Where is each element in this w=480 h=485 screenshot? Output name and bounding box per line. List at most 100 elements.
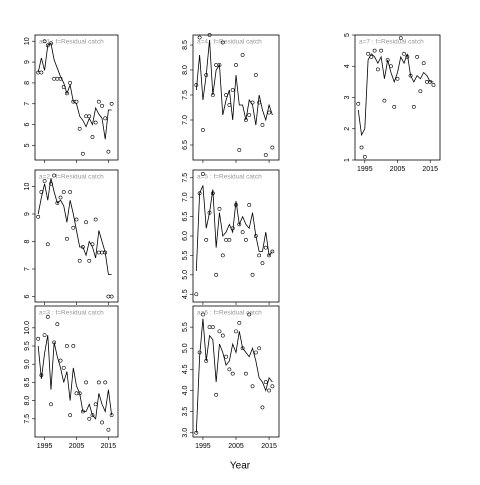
data-point xyxy=(237,148,242,152)
data-point xyxy=(39,190,44,194)
data-point xyxy=(68,190,73,194)
data-point xyxy=(58,76,63,81)
data-point xyxy=(253,73,258,77)
data-point xyxy=(217,63,222,67)
y-tick-label: 10 xyxy=(24,183,31,191)
x-axis-label: Year xyxy=(230,461,251,472)
data-point xyxy=(220,253,225,258)
y-tick-label: 7.0 xyxy=(182,115,189,125)
data-point xyxy=(227,103,232,107)
data-point xyxy=(244,237,248,242)
panel: a=7 : f=Residual catch 1 2 3 4 5 1995 2005 2015 xyxy=(344,33,441,173)
panel-title: a=1 : f=Residual catch xyxy=(39,39,104,46)
data-point xyxy=(230,88,235,92)
data-point xyxy=(379,48,384,53)
data-point xyxy=(197,191,202,196)
data-point xyxy=(39,70,44,75)
data-point xyxy=(77,126,82,131)
data-point xyxy=(267,110,271,115)
data-point xyxy=(90,135,95,139)
data-point xyxy=(260,123,265,127)
data-point xyxy=(234,203,238,207)
y-tick-label: 4.0 xyxy=(182,386,189,396)
data-point xyxy=(237,321,242,325)
data-point xyxy=(207,210,212,215)
data-point xyxy=(106,427,111,432)
y-tick-label: 5 xyxy=(24,143,31,147)
x-tick-label: 2005 xyxy=(390,166,406,173)
data-point xyxy=(100,103,104,108)
series-line xyxy=(37,178,112,275)
data-point xyxy=(204,237,209,242)
data-point xyxy=(250,384,255,389)
y-tick-label: 9 xyxy=(24,60,31,64)
data-point xyxy=(382,98,387,103)
data-point xyxy=(395,76,400,81)
y-tick-label: 6.5 xyxy=(182,140,189,150)
data-point xyxy=(260,405,265,410)
data-point xyxy=(398,36,403,41)
data-point xyxy=(93,217,98,222)
series-line xyxy=(37,335,113,420)
y-tick-label: 5.0 xyxy=(182,270,189,280)
data-point xyxy=(217,206,222,211)
data-point xyxy=(359,145,364,150)
x-tick-label: 2015 xyxy=(261,443,277,450)
panel: a=4 : f=Residual catch 6.5 7.0 7.5 8.0 8.5 xyxy=(182,33,280,163)
data-point xyxy=(234,329,238,334)
data-point xyxy=(244,371,248,376)
data-point xyxy=(244,118,248,122)
data-point xyxy=(210,93,215,97)
panel-title: a=4 : f=Residual catch xyxy=(197,39,262,46)
data-point xyxy=(210,325,215,330)
panel: a=2 : f=Residual catch 6 7 8 9 10 xyxy=(24,169,119,305)
data-point xyxy=(372,48,377,53)
data-point xyxy=(375,67,380,72)
data-point xyxy=(65,236,69,241)
data-point xyxy=(39,373,44,378)
y-tick-label: 7.5 xyxy=(24,414,31,424)
data-point xyxy=(253,350,258,355)
data-point xyxy=(61,85,66,89)
data-point xyxy=(257,100,262,105)
y-tick-label: 8 xyxy=(24,81,31,85)
data-point xyxy=(356,101,361,106)
x-tick-label: 2005 xyxy=(69,443,85,450)
data-point xyxy=(204,359,209,363)
data-point xyxy=(247,312,252,317)
y-tick-label: 5 xyxy=(344,33,351,37)
data-point xyxy=(197,35,202,40)
data-point xyxy=(224,354,228,359)
data-point xyxy=(90,413,95,418)
data-point xyxy=(61,365,66,370)
series-line xyxy=(195,318,273,433)
data-point xyxy=(194,83,199,87)
y-tick-label: 8.5 xyxy=(182,40,189,50)
y-tick-label: 8 xyxy=(24,239,31,243)
data-point xyxy=(227,367,232,372)
panel-title: a=6 : f=Residual catch xyxy=(197,310,262,317)
data-point xyxy=(80,409,85,414)
panel-title: a=3 : f=Residual catch xyxy=(39,310,104,317)
data-point xyxy=(250,100,255,105)
data-point xyxy=(217,329,222,334)
data-point xyxy=(80,245,85,249)
data-point xyxy=(87,114,92,119)
y-tick-label: 3.5 xyxy=(182,407,189,417)
data-point xyxy=(240,346,245,351)
y-tick-label: 3 xyxy=(344,95,351,99)
data-point xyxy=(227,237,232,242)
data-point xyxy=(45,43,50,48)
data-point xyxy=(201,171,205,176)
data-point xyxy=(389,64,393,69)
data-point xyxy=(408,73,413,78)
data-point xyxy=(220,333,225,338)
data-point xyxy=(49,181,53,186)
data-point xyxy=(45,315,50,319)
x-tick-label: 2005 xyxy=(228,443,244,450)
data-point xyxy=(415,54,420,59)
data-point xyxy=(201,312,205,317)
y-tick-label: 8.5 xyxy=(24,377,31,387)
data-point xyxy=(77,258,82,263)
data-point xyxy=(194,292,199,297)
